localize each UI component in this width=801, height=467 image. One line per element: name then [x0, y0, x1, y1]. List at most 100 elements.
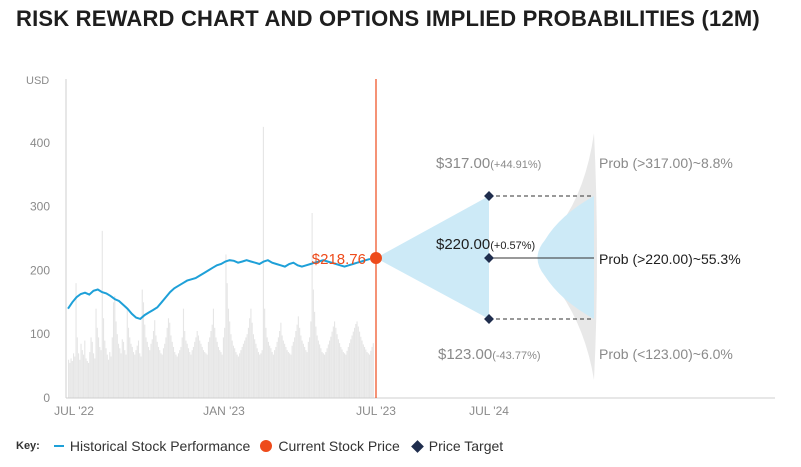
volume-bar	[79, 359, 81, 398]
volume-bar	[237, 356, 239, 398]
volume-bar	[351, 335, 353, 398]
volume-bar	[347, 346, 349, 398]
y-tick-label: 200	[30, 263, 50, 277]
volume-bar	[342, 352, 344, 398]
volume-bar	[276, 341, 278, 398]
x-tick-label: JUL '22	[54, 404, 94, 418]
volume-bar	[175, 354, 177, 398]
volume-bar	[120, 353, 122, 398]
volume-bar	[264, 308, 266, 398]
target-marker-mid	[484, 253, 494, 263]
volume-bar	[127, 327, 130, 398]
target-marker-low	[484, 314, 494, 324]
volume-bar	[141, 289, 143, 398]
volume-bar	[331, 331, 333, 398]
volume-bar	[339, 343, 341, 398]
legend-label-historical: Historical Stock Performance	[69, 438, 251, 454]
volume-bar	[341, 349, 343, 398]
volume-bar	[154, 320, 156, 398]
volume-bar	[274, 350, 276, 398]
volume-bar	[179, 350, 181, 398]
volume-bar	[287, 352, 289, 398]
volume-bar	[354, 327, 356, 398]
volume-bar	[242, 343, 244, 398]
volume-bar	[176, 356, 178, 398]
volume-bar	[169, 322, 171, 398]
volume-bar	[332, 326, 334, 398]
volume-bar	[137, 340, 140, 398]
target-low-label: $123.00(-43.77%)	[438, 346, 541, 363]
volume-bar	[295, 331, 297, 398]
volume-bar	[337, 339, 339, 398]
volume-bar	[241, 346, 243, 398]
volume-bar	[306, 352, 308, 398]
volume-bar	[68, 359, 70, 398]
volume-bar	[224, 327, 226, 398]
volume-bar	[254, 339, 256, 398]
volume-bar	[182, 308, 185, 398]
volume-bar	[187, 348, 190, 398]
volume-bar	[366, 352, 368, 398]
volume-bar	[155, 335, 157, 398]
diamond-swatch-icon	[410, 439, 424, 453]
volume-bar	[132, 352, 135, 398]
volume-bar	[174, 352, 176, 398]
volume-bar	[307, 341, 309, 398]
volume-bar	[205, 353, 207, 398]
volume-bar	[172, 346, 175, 398]
volume-bar	[364, 346, 366, 398]
volume-bar	[226, 283, 228, 398]
volume-bar	[267, 341, 269, 398]
volume-bar	[256, 348, 258, 398]
volume-bar	[335, 327, 337, 398]
volume-bar	[325, 352, 327, 398]
y-tick-label: 100	[30, 327, 50, 341]
volume-bar	[76, 337, 78, 398]
volume-bar	[302, 343, 304, 398]
volume-bar	[215, 337, 217, 398]
volume-bar	[217, 346, 219, 398]
volume-bar	[357, 326, 359, 398]
target-high-label: $317.00(+44.91%)	[436, 155, 541, 172]
volume-bar	[162, 348, 165, 398]
volume-bar	[170, 335, 172, 398]
volume-bar	[220, 352, 222, 398]
volume-bar	[271, 352, 273, 398]
volume-bar	[131, 346, 133, 398]
volume-bar	[86, 361, 88, 398]
volume-bar	[367, 353, 369, 398]
volume-bar	[309, 337, 311, 398]
current-price-label: $218.76	[312, 251, 366, 268]
volume-bar	[299, 327, 301, 398]
volume-bar	[257, 352, 259, 398]
volume-bar	[84, 340, 86, 398]
volume-bar	[92, 353, 95, 398]
volume-bar	[91, 341, 93, 398]
volume-bar	[90, 337, 92, 398]
volume-bar	[111, 337, 113, 398]
volume-bar	[252, 334, 254, 398]
volume-bar	[236, 354, 238, 398]
volume-bar	[135, 350, 137, 398]
volume-bar	[147, 346, 150, 398]
line-swatch-icon	[53, 445, 64, 447]
volume-bar	[315, 326, 317, 398]
volume-bar	[260, 353, 262, 398]
volume-bar	[211, 324, 213, 398]
volume-bar	[150, 343, 152, 398]
volume-bar	[202, 350, 205, 398]
volume-bar	[201, 346, 203, 398]
prob-mid-label: Prob (>220.00)~55.3%	[599, 251, 741, 267]
volume-bar	[125, 354, 127, 398]
volume-bar	[285, 346, 287, 398]
volume-bar	[280, 322, 282, 398]
volume-bar	[157, 346, 160, 398]
volume-bar	[314, 311, 316, 398]
volume-bar	[166, 327, 168, 398]
volume-bar	[290, 354, 292, 398]
y-tick-label: 300	[30, 200, 50, 214]
volume-bar	[210, 331, 212, 398]
y-axis-label: USD	[26, 75, 49, 87]
volume-bar	[294, 337, 296, 398]
volume-bar	[234, 348, 236, 398]
